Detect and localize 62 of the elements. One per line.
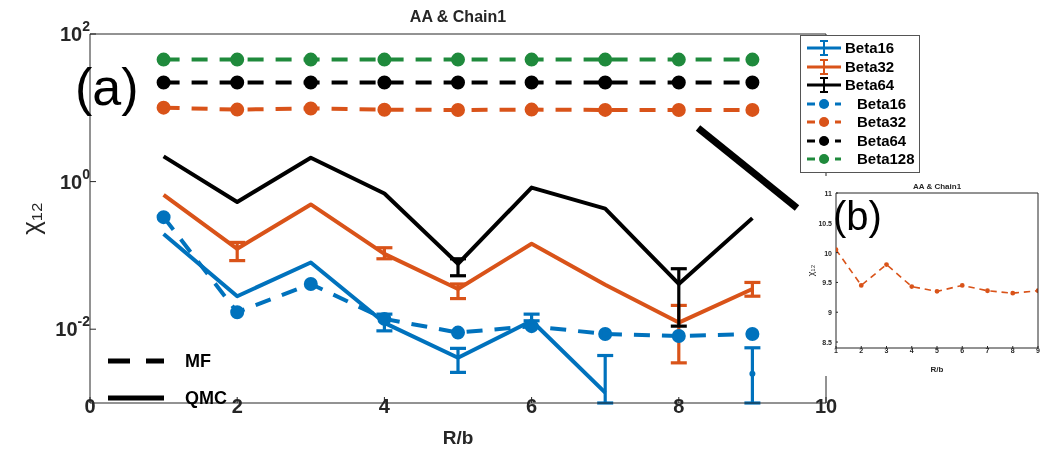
point <box>377 52 392 67</box>
point <box>745 327 760 342</box>
x-tick-label: 0 <box>84 395 96 418</box>
legend-label: Beta32 <box>857 113 907 132</box>
legend-label: Beta32 <box>845 57 895 76</box>
x-tick-label: 6 <box>526 395 538 418</box>
point <box>156 52 171 67</box>
point <box>524 319 539 334</box>
point <box>156 100 171 115</box>
x-tick-label: 8 <box>673 395 685 418</box>
x-tick-label: 4 <box>378 395 391 418</box>
point <box>598 52 613 67</box>
point <box>451 75 465 90</box>
legend-label: Beta16 <box>857 94 907 113</box>
legend-label: Beta128 <box>857 150 915 169</box>
point <box>230 102 245 117</box>
point <box>451 102 465 117</box>
legend-label: Beta16 <box>845 39 895 58</box>
point <box>377 75 392 90</box>
point <box>671 75 686 90</box>
annotation: QMC <box>185 388 227 408</box>
point <box>303 75 318 90</box>
point <box>451 325 465 340</box>
point <box>230 305 245 320</box>
point <box>745 52 760 67</box>
point <box>524 52 539 67</box>
annotation: MF <box>185 351 211 371</box>
x-axis-title: R/b <box>930 365 944 374</box>
y-axis-title: χ₁₂ <box>806 264 816 277</box>
y-tick-label: 10$^{-2}$ <box>55 313 91 341</box>
point <box>598 327 613 342</box>
point <box>303 276 318 291</box>
y-tick-label: 10$^{2}$ <box>59 18 91 45</box>
chart-title: AA & Chain1 <box>912 182 962 191</box>
point <box>598 102 613 117</box>
point <box>524 75 539 90</box>
annotation: (b) <box>833 194 882 238</box>
point <box>598 75 613 90</box>
point <box>303 52 318 67</box>
point <box>671 103 686 118</box>
point <box>745 75 760 90</box>
point <box>156 75 171 90</box>
legend-label: Beta64 <box>857 131 907 150</box>
point <box>671 52 686 67</box>
y-axis-title: χ₁₂ <box>16 202 46 235</box>
point <box>156 210 171 225</box>
y-tick-label: 10$^{0}$ <box>59 165 91 193</box>
x-axis-title: R/b <box>442 427 474 448</box>
point <box>377 102 392 117</box>
point <box>745 102 760 117</box>
chart-title: AA & Chain1 <box>409 8 507 25</box>
legend-label: Beta64 <box>845 76 895 95</box>
x-tick-label: 2 <box>231 395 243 418</box>
point <box>303 101 318 116</box>
point <box>524 102 539 117</box>
point <box>451 52 465 67</box>
point <box>671 328 686 343</box>
point <box>230 52 245 67</box>
annotation: (a) <box>75 58 139 116</box>
point <box>230 75 245 90</box>
point <box>377 311 392 326</box>
point <box>749 370 756 377</box>
